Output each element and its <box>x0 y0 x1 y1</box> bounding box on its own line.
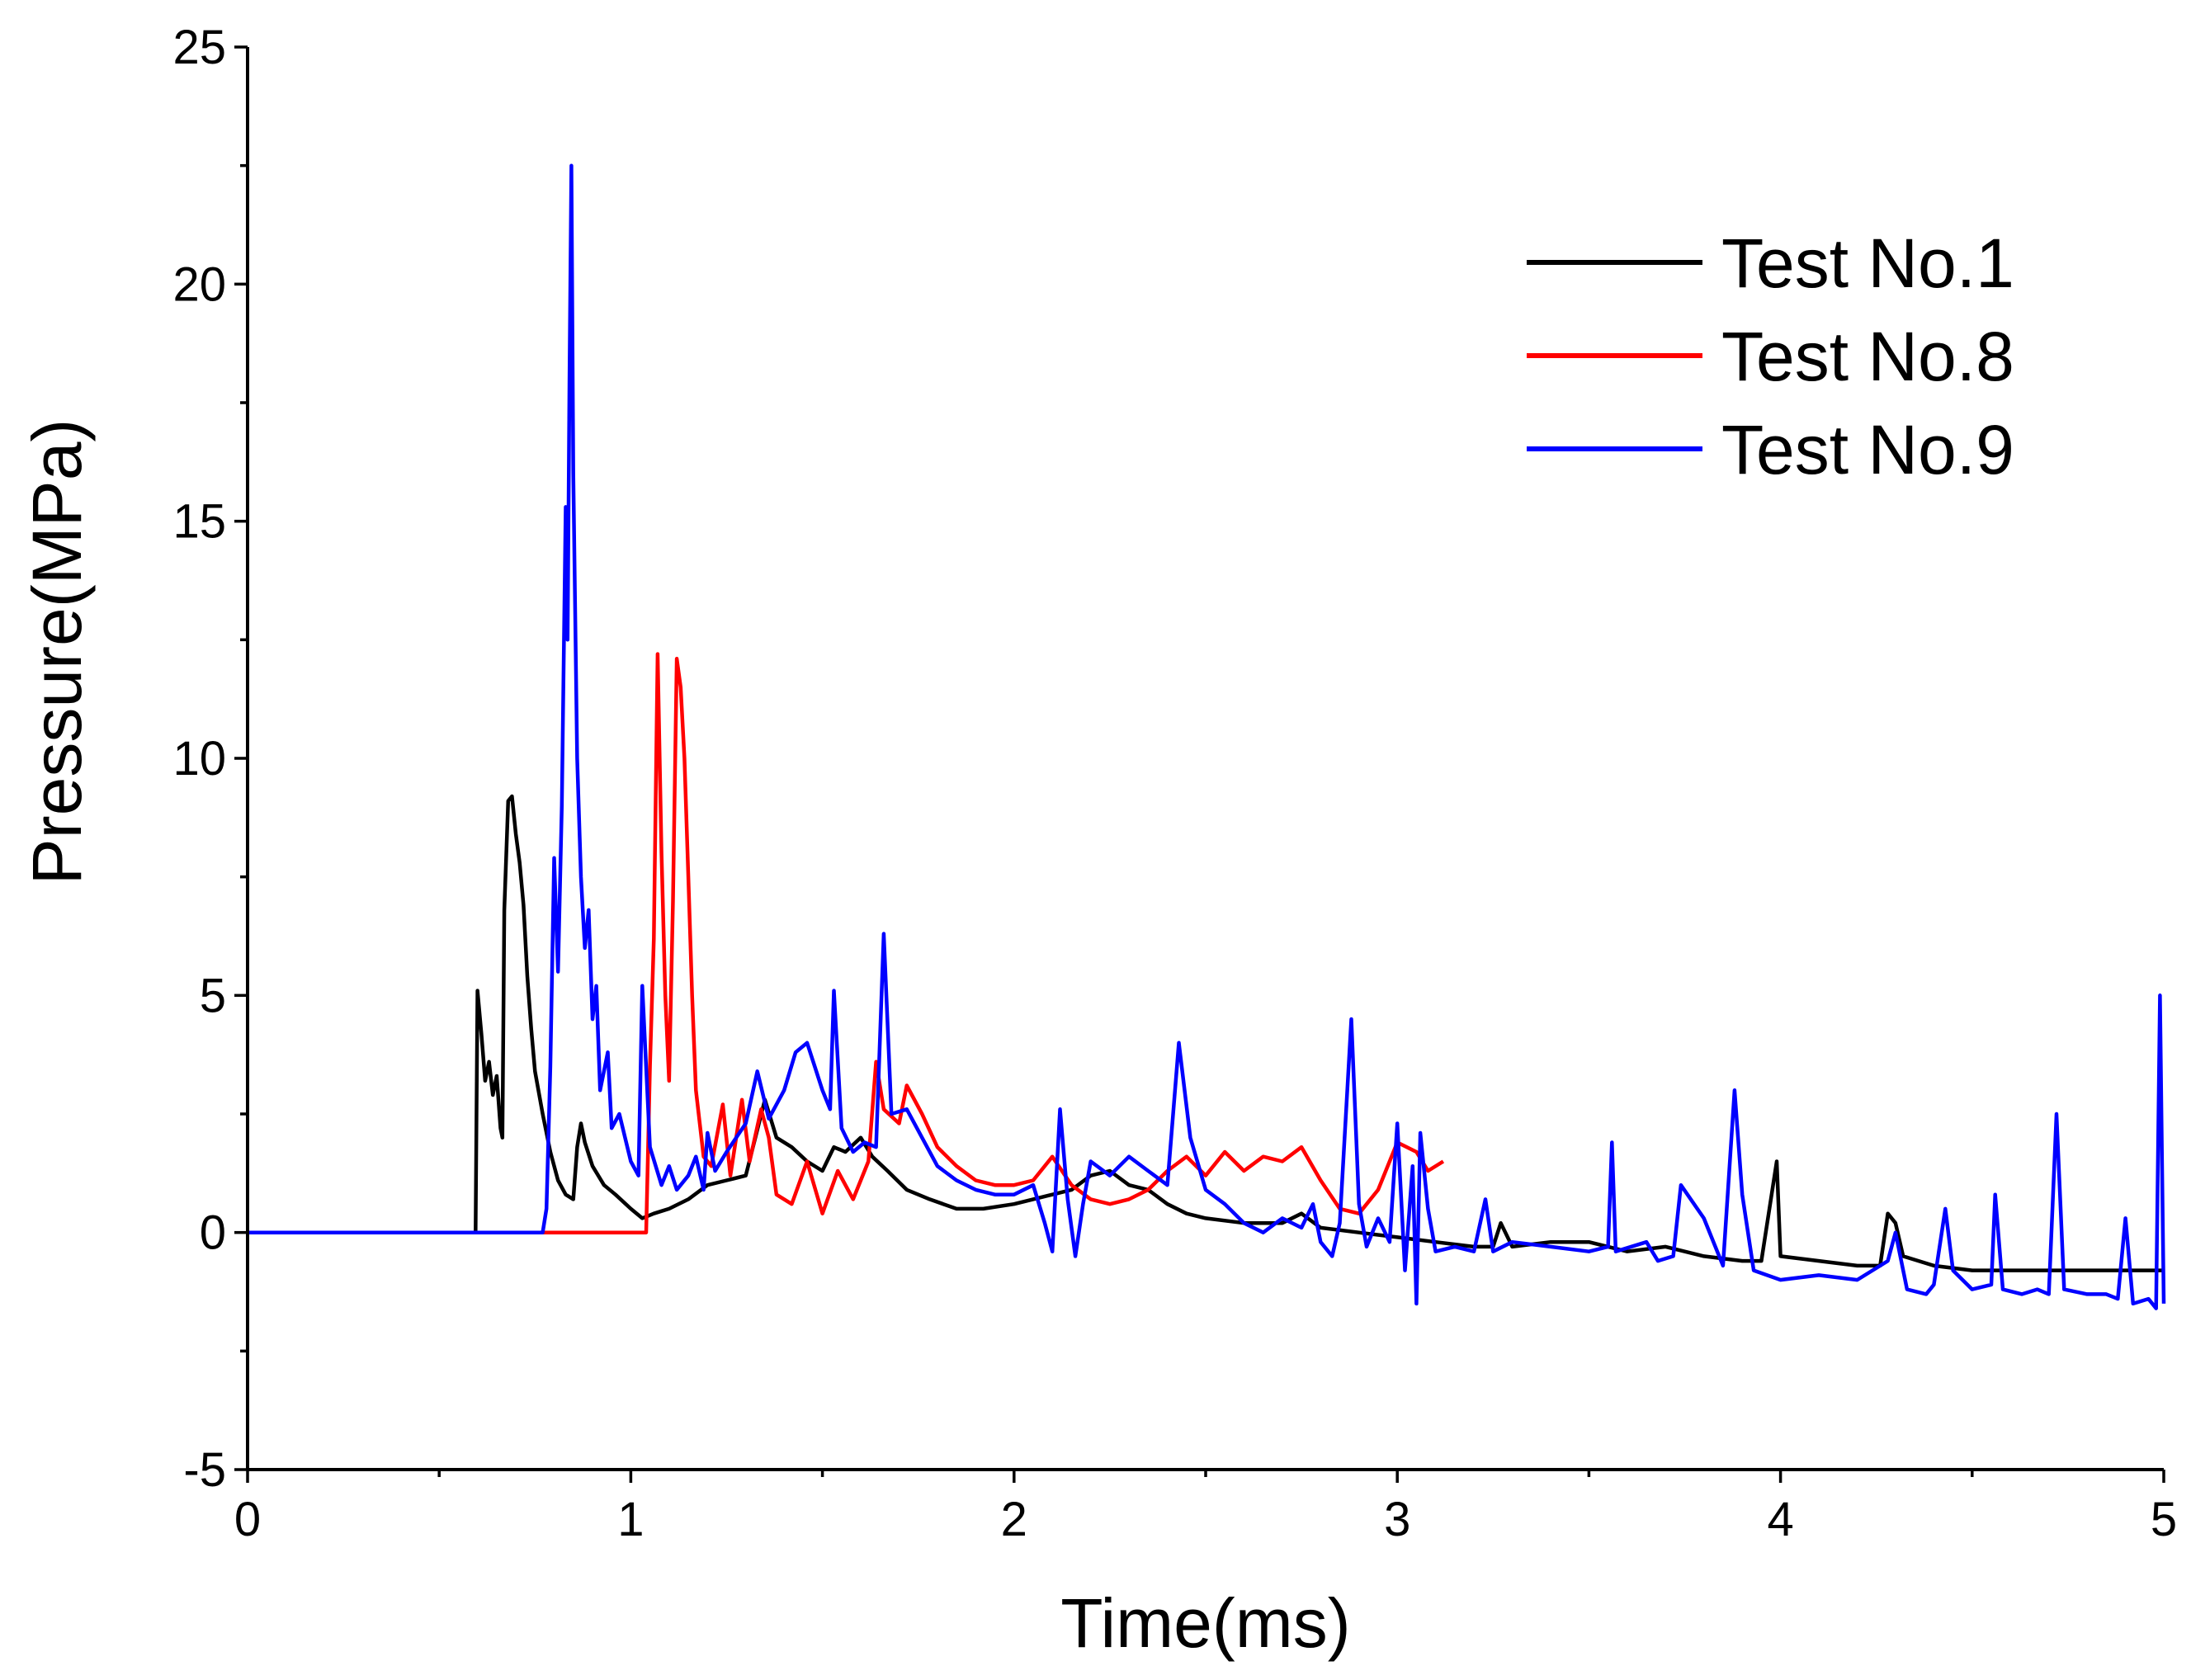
legend-label-test-no-8: Test No.8 <box>1721 318 2014 395</box>
x-tick-label: 5 <box>2151 1493 2177 1546</box>
series-line-test-no-9 <box>248 163 2166 1310</box>
x-tick-label: 3 <box>1384 1493 1410 1546</box>
y-axis-ticks: -5 0 5 10 15 20 25 <box>172 21 248 1497</box>
legend-label-test-no-1: Test No.1 <box>1721 224 2014 302</box>
series-layer <box>248 163 2166 1310</box>
y-tick-label: 15 <box>172 495 226 549</box>
y-tick-label: 0 <box>200 1206 226 1260</box>
x-axis-ticks: 0 1 2 3 4 5 <box>234 1470 2177 1546</box>
series-line-test-no-8 <box>248 652 1445 1234</box>
y-tick-label: 20 <box>172 257 226 311</box>
x-tick-label: 4 <box>1767 1493 1793 1546</box>
x-tick-label: 0 <box>234 1493 261 1546</box>
y-tick-label: 25 <box>172 21 226 74</box>
y-tick-label: 5 <box>200 969 226 1022</box>
x-tick-label: 2 <box>1001 1493 1027 1546</box>
legend-label-test-no-9: Test No.9 <box>1721 411 2014 488</box>
series-line-test-no-1 <box>248 794 2164 1272</box>
y-tick-label: -5 <box>183 1443 226 1497</box>
legend: Test No.1 Test No.8 Test No.9 <box>1527 224 2014 488</box>
y-axis-title: Pressure(MPa) <box>18 419 96 885</box>
x-tick-label: 1 <box>617 1493 644 1546</box>
x-axis-title: Time(ms) <box>1060 1584 1350 1662</box>
y-tick-label: 10 <box>172 732 226 786</box>
